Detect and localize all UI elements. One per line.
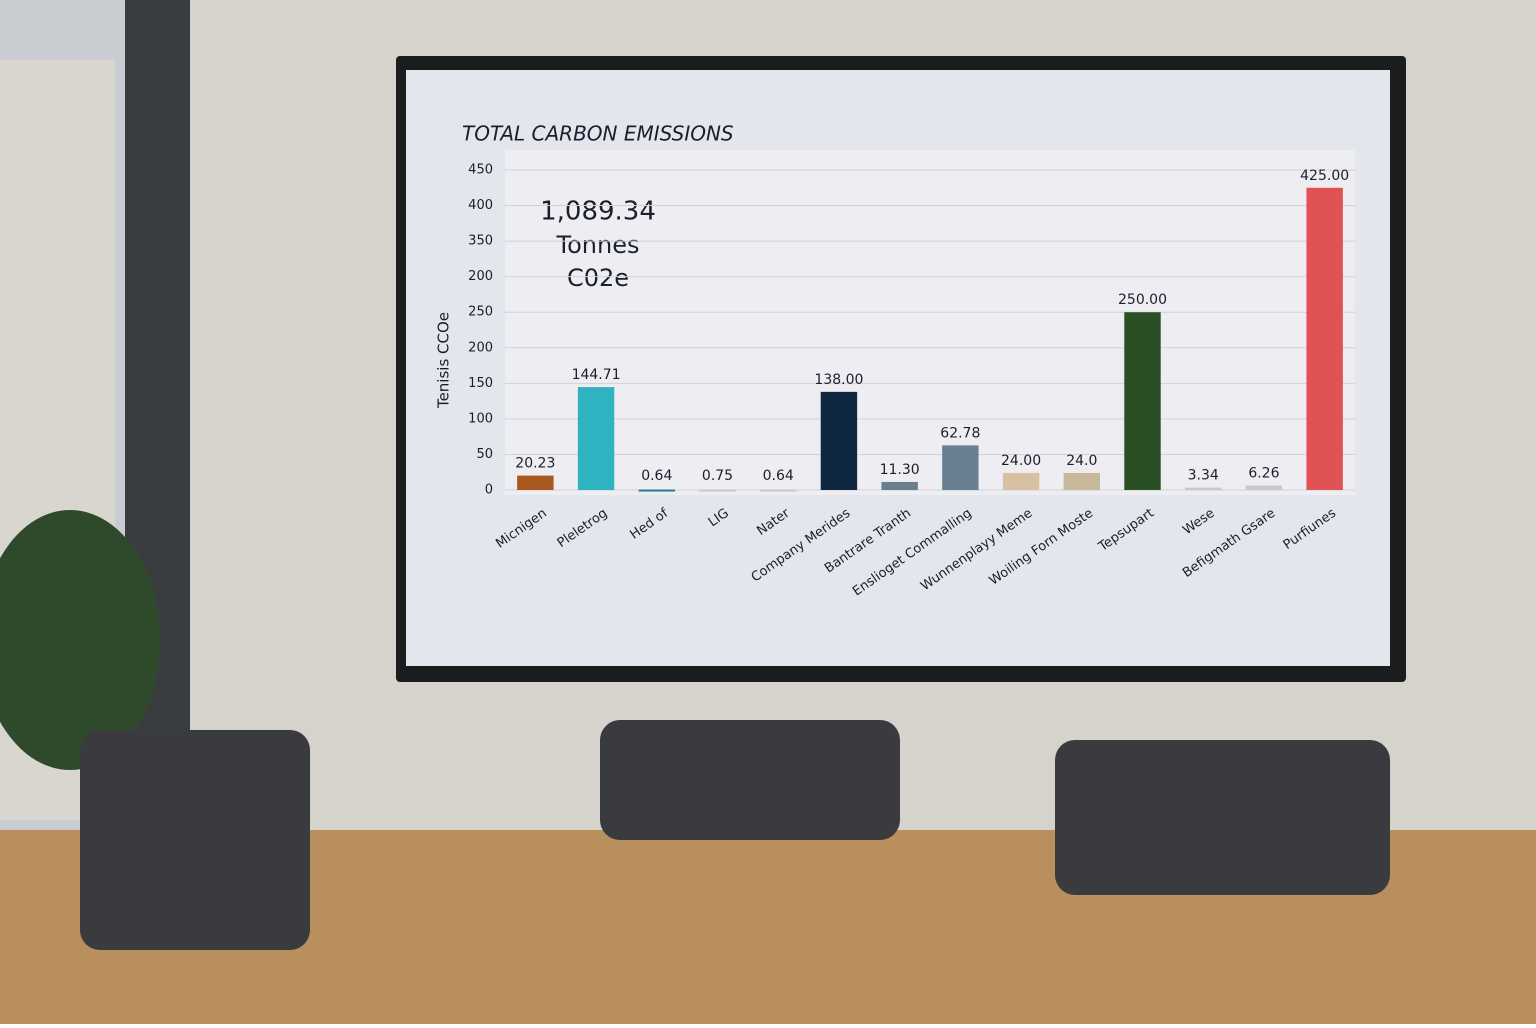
- bar: [517, 475, 554, 490]
- y-tick-label: 350: [468, 234, 493, 249]
- bar: [881, 481, 918, 490]
- y-tick-label: 250: [468, 305, 493, 320]
- bar: [577, 387, 615, 490]
- bar: [1002, 472, 1040, 490]
- annotation: Tonnes: [556, 231, 640, 259]
- value-label: 138.00: [814, 372, 863, 388]
- bar: [1063, 472, 1100, 490]
- bar: [820, 391, 858, 490]
- value-label: 11.30: [880, 462, 920, 478]
- value-label: 0.64: [763, 468, 794, 484]
- bar: [638, 489, 675, 492]
- y-tick-label: 450: [468, 163, 493, 178]
- bar: [699, 489, 736, 492]
- bar: [942, 445, 979, 490]
- bar: [1124, 312, 1161, 490]
- value-label: 24.0: [1066, 453, 1097, 469]
- y-tick-label: 50: [476, 447, 493, 462]
- value-label: 62.78: [940, 425, 980, 441]
- value-label: 144.71: [572, 367, 621, 383]
- y-axis-label: Tenisis CCOe: [435, 312, 453, 409]
- chair: [80, 730, 310, 950]
- value-label: 250.00: [1118, 292, 1167, 308]
- value-label: 6.26: [1248, 466, 1279, 482]
- y-tick-label: 150: [468, 376, 493, 391]
- value-label: 20.23: [515, 456, 555, 472]
- plot-area: [505, 150, 1355, 495]
- bar: [1185, 487, 1222, 490]
- plant: [0, 510, 160, 770]
- bar: [760, 489, 797, 492]
- chair: [1055, 740, 1390, 895]
- bar: [1245, 485, 1283, 490]
- y-tick-label: 0: [485, 483, 493, 498]
- annotation: 1,089.34: [540, 197, 656, 227]
- chart-title: TOTAL CARBON EMISSIONS: [462, 122, 734, 146]
- chair: [600, 720, 900, 840]
- value-label: 0.64: [641, 468, 672, 484]
- value-label: 425.00: [1300, 168, 1349, 184]
- y-tick-label: 200: [468, 269, 493, 284]
- bar: [1306, 187, 1343, 490]
- y-tick-label: 200: [468, 340, 493, 355]
- y-tick-label: 100: [468, 411, 493, 426]
- annotation: C02e: [567, 264, 629, 292]
- y-tick-label: 400: [468, 198, 493, 213]
- value-label: 0.75: [702, 468, 733, 484]
- value-label: 24.00: [1001, 453, 1041, 469]
- value-label: 3.34: [1188, 468, 1219, 484]
